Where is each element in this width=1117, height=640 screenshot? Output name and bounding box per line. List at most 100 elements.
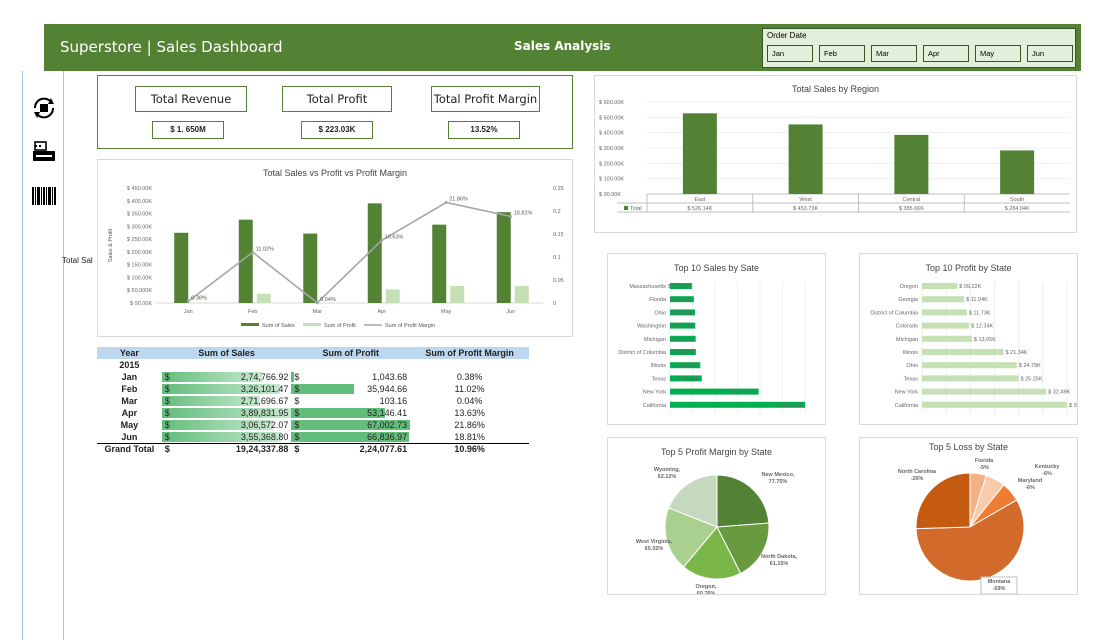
state-bar	[922, 388, 1047, 395]
pivot-header-margin: Sum of Profit Margin	[410, 347, 529, 359]
pivot-sales-databar	[161, 432, 282, 442]
category-label: Washington	[637, 324, 666, 330]
profit-margin-point	[315, 301, 319, 305]
category-label: Colorado	[896, 324, 918, 330]
pivot-month: Jan	[121, 372, 138, 382]
data-label: $ 358.29K	[778, 403, 803, 409]
sales-bar	[367, 203, 382, 303]
pivot-row: May $3,06,572.07 $67,002.73 21.86%	[97, 419, 529, 431]
category-label: New York	[895, 390, 918, 396]
y-tick-label: $ 450.00K	[127, 186, 152, 192]
x-tick-label: West	[799, 197, 812, 203]
y2-tick-label: 0.05	[553, 278, 564, 284]
header-bar: Superstore | Sales Dashboard Sales Analy…	[44, 24, 1081, 71]
category-label: Michigan	[896, 337, 918, 343]
sales-bar	[174, 232, 189, 303]
table-legend-swatch	[624, 206, 628, 210]
currency-symbol: $	[294, 431, 300, 442]
profit-margin-point	[380, 238, 384, 242]
cash-register-icon[interactable]	[31, 139, 57, 165]
legend-sales-label: Sum of Sales	[262, 323, 295, 329]
state-bar	[922, 309, 967, 316]
pivot-header-row: Year Sum of Sales Sum of Profit Sum of P…	[97, 347, 529, 359]
pivot-sales-value: 3,26,101.47	[240, 384, 289, 394]
refresh-box-icon[interactable]	[31, 95, 57, 121]
y-tick-label: $ 600.00K	[599, 100, 624, 106]
state-bar	[922, 335, 972, 342]
x-tick-label: Jun	[506, 309, 515, 315]
slicer-month-jan[interactable]: Jan	[767, 45, 813, 62]
loss-pie-chart: Florida-5% Kentucky-6%Maryland-6%Montana-…	[898, 458, 1060, 594]
pivot-margin: 0.38%	[456, 372, 483, 382]
state-bar	[922, 283, 958, 289]
pivot-sales-value: 3,89,831.95	[240, 408, 289, 418]
pivot-profit: $67,002.73	[291, 419, 411, 431]
x-tick-label: Feb	[248, 309, 257, 315]
profit-margin-data-label: 11.02%	[256, 246, 274, 252]
category-label: California	[895, 403, 919, 409]
pivot-margin: 21.86%	[454, 420, 485, 430]
loss-pie-title: Top 5 Loss by State	[928, 442, 1009, 452]
profit-margin-data-label: 0.38%	[191, 295, 207, 301]
slicer-month-mar[interactable]: Mar	[871, 45, 917, 62]
pie-slice	[664, 507, 718, 568]
region-chart: $ 00.00K $ 100.00K $ 200.00K $ 300.00K $ 400…	[599, 100, 1070, 213]
x-tick-label: South	[1010, 197, 1024, 203]
state-bar	[670, 309, 695, 316]
currency-symbol: $	[164, 431, 170, 442]
data-label: $ 66.15K	[671, 310, 693, 316]
state-bar	[670, 388, 759, 395]
y-tick-label: $ 100.00K	[599, 177, 624, 183]
pie-slice	[716, 474, 770, 528]
profit-bar	[256, 293, 271, 303]
pie-value-label: -6%	[1042, 471, 1052, 477]
data-label: $ 68.68K	[672, 350, 694, 356]
pivot-sales-databar	[161, 384, 280, 394]
pivot-header-year: Year	[97, 347, 162, 359]
currency-symbol: $	[164, 408, 170, 418]
slicer-month-feb[interactable]: Feb	[819, 45, 865, 62]
grand-total-sales-value: 19,24,337.88	[235, 444, 289, 455]
pie-value-label: -5%	[979, 465, 989, 471]
pie-category-label: North Dakota,	[761, 554, 798, 560]
state-bar	[922, 296, 965, 303]
stray-cell-label: Total Sal	[62, 256, 93, 265]
sales-bar	[496, 212, 511, 303]
y-tick-label: $ 400.00K	[127, 199, 152, 205]
slicer-month-may[interactable]: May	[975, 45, 1021, 62]
pivot-profit-databar	[291, 420, 411, 430]
profit-margin-data-label: 13.63%	[385, 234, 404, 240]
pivot-sales: $3,89,831.95	[161, 407, 292, 419]
pivot-profit: $66,836.97	[291, 431, 410, 443]
pivot-row: Jan $2,74,766.92 $1,043.68 0.38%	[97, 371, 529, 383]
profit-margin-point	[509, 215, 513, 218]
pivot-sales: $2,71,696.67	[161, 395, 292, 407]
kpi-profit-margin-value: 13.52%	[448, 121, 520, 139]
currency-symbol: $	[164, 372, 170, 382]
order-date-slicer: Order Date Jan Feb Mar Apr May Jun	[762, 28, 1076, 68]
currency-symbol: $	[294, 444, 300, 455]
state-bar	[922, 322, 970, 329]
sidebar	[22, 71, 64, 640]
pie-label-box	[980, 576, 1018, 594]
pivot-sales: $3,06,572.07	[161, 419, 292, 431]
pivot-month: Apr	[121, 408, 138, 418]
grand-total-label: Grand Total	[97, 442, 162, 455]
pivot-month: Jun	[121, 431, 138, 442]
kpi-total-revenue-value: $ 1. 650M	[152, 121, 224, 139]
currency-symbol: $	[164, 420, 170, 430]
pivot-profit-value: 1,043.68	[372, 372, 408, 382]
data-label: $ 63.25K	[670, 297, 692, 303]
pivot-year-row: 2015	[97, 359, 529, 371]
slicer-month-jun[interactable]: Jun	[1027, 45, 1073, 62]
category-label: District of Columbia	[870, 310, 919, 316]
category-label: Florida	[649, 297, 667, 303]
slicer-month-apr[interactable]: Apr	[923, 45, 969, 62]
pivot-row: Jun $3,55,368.80 $66,836.97 18.81%	[97, 431, 529, 443]
pivot-month: Mar	[121, 396, 138, 406]
y-tick-label: $ 300.00K	[127, 224, 152, 230]
page-title: Sales Analysis	[514, 39, 611, 53]
pivot-profit-databar	[291, 372, 294, 382]
barcode-icon[interactable]	[31, 183, 57, 209]
region-bar	[788, 124, 823, 194]
